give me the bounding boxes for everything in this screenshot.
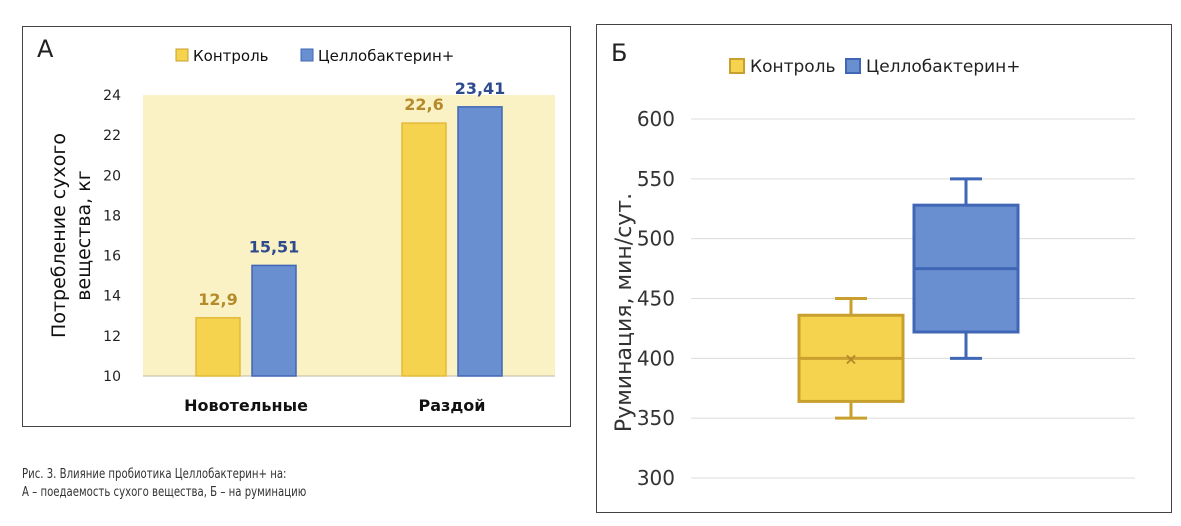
figure-caption: Рис. 3. Влияние пробиотика Целлобактерин… <box>22 466 459 502</box>
bar-chart-a: 10 12 14 16 18 20 22 24 Потребление сухого вещест… <box>48 47 555 415</box>
y-tick-label: 350 <box>637 406 675 430</box>
caption-line-1: Рис. 3. Влияние пробиотика Целлобактерин… <box>22 467 287 482</box>
y-tick-label: 400 <box>637 346 675 370</box>
y-tick-label: 16 <box>103 249 121 265</box>
bar-value-label: 12,9 <box>198 290 237 309</box>
legend-swatch <box>845 58 861 74</box>
y-axis-title-line: Потребление сухого <box>48 133 70 338</box>
bar <box>401 122 447 377</box>
legend-label: Контроль <box>750 57 836 77</box>
bar <box>251 264 297 377</box>
y-tick-label: 24 <box>103 88 121 104</box>
y-tick-label: 500 <box>637 227 675 251</box>
y-tick-label: 22 <box>103 128 121 144</box>
y-tick-label: 550 <box>637 167 675 191</box>
y-tick-label: 20 <box>103 168 121 184</box>
bar-value-label: 15,51 <box>249 237 300 256</box>
y-tick-label: 600 <box>637 107 675 131</box>
y-axis-title-line: вещества, кг <box>73 170 95 300</box>
legend-swatch <box>729 58 745 74</box>
y-tick-label: 10 <box>103 369 121 385</box>
bar-value-label: 23,41 <box>455 79 506 98</box>
y-tick-label: 18 <box>103 208 121 224</box>
y-tick-label: 450 <box>637 287 675 311</box>
legend-label: Целлобактерин+ <box>318 47 454 65</box>
panel-a-label: А <box>37 35 54 63</box>
y-tick-label: 14 <box>103 289 121 305</box>
y-tick-label: 300 <box>637 466 675 490</box>
bar-value-label: 22,6 <box>404 95 443 114</box>
panel-a: А 10 12 14 16 18 20 22 24 Потребление сухого веще… <box>22 26 571 427</box>
bar <box>457 106 503 377</box>
x-category-label: Раздой <box>419 396 486 415</box>
x-category-label: Новотельные <box>184 396 308 415</box>
y-axis-title: Руминация, мин/сут. <box>612 193 637 432</box>
panel-b-label: Б <box>611 39 628 67</box>
legend-label: Контроль <box>193 47 269 65</box>
caption-line-2: А – поедаемость сухого вещества, Б – на … <box>22 485 307 500</box>
legend-swatch <box>300 48 314 62</box>
y-tick-label: 12 <box>103 329 121 345</box>
bar <box>195 317 241 377</box>
mean-marker: × <box>844 349 857 368</box>
legend-swatch <box>175 48 189 62</box>
panel-b: Б 300 350 400 450 500 550 600 Руминация, мин/су… <box>596 24 1172 513</box>
legend-label: Целлобактерин+ <box>866 57 1021 77</box>
box-chart-b: 300 350 400 450 500 550 600 Руминация, мин/сут.… <box>612 57 1135 490</box>
